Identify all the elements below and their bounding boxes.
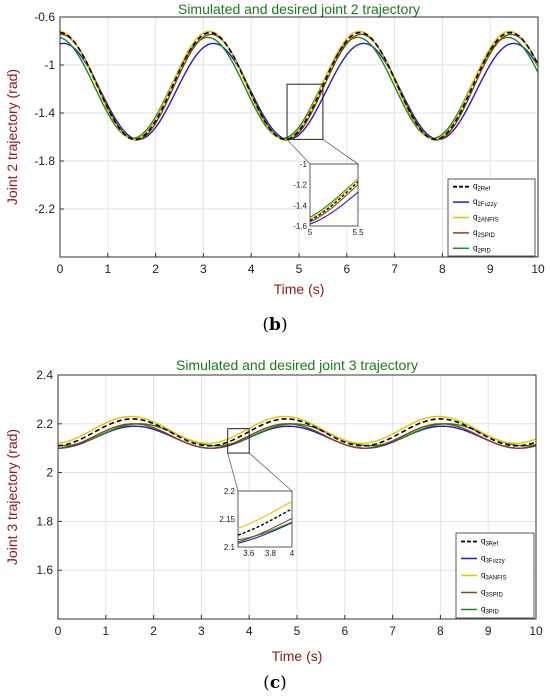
x-tick-label: 6	[343, 262, 350, 276]
zoom-box	[227, 428, 250, 454]
y-tick-label: 2.2	[36, 417, 53, 431]
y-tick-label: -2.2	[34, 202, 55, 216]
x-tick-label: 3	[200, 262, 207, 276]
inset-series-line-q2Fuzzy	[310, 191, 358, 225]
zoom-box	[286, 83, 324, 140]
series-group	[60, 30, 538, 141]
joint3-chart-panel: Simulated and desired joint 3 trajectory…	[0, 350, 550, 700]
inset-x-tick-label: 3.8	[265, 549, 277, 558]
inset-series-line-q3Fuzzy	[238, 522, 292, 544]
legend-label-q3ANFIS: q3ANFIS	[481, 571, 506, 582]
legend: q2Ref q2Fuzzy q2ANFIS q2SPID q2PID	[447, 178, 536, 257]
inset-y-tick-label: -1.2	[293, 181, 307, 190]
x-tick-label: 4	[246, 624, 253, 638]
inset-series-group	[238, 500, 292, 544]
x-tick-label: 2	[150, 624, 157, 638]
x-tick-label: 8	[439, 262, 446, 276]
series-line-q3SPID	[58, 423, 536, 449]
figure-caption: (c)	[263, 673, 287, 693]
x-tick-label: 10	[531, 262, 545, 276]
x-tick-label: 0	[55, 624, 62, 638]
legend-label-q3PID: q3PID	[481, 605, 499, 616]
inset-series-line-q3SPID	[238, 517, 292, 543]
legend-label-q2PID: q2PID	[473, 243, 491, 254]
legend-label-q2Fuzzy: q2Fuzzy	[473, 197, 497, 208]
figure-caption: (b)	[262, 315, 287, 335]
inset-series-line-q2PID	[310, 178, 358, 218]
x-tick-label: 6	[341, 624, 348, 638]
series-line-q2PID	[60, 36, 538, 139]
inset-y-tick-label: 2.15	[219, 515, 235, 524]
series-line-q3Fuzzy	[58, 425, 536, 449]
x-tick-label: 2	[152, 262, 159, 276]
inset-y-tick-label: -1.6	[293, 222, 307, 231]
legend-label-q3Ref: q3Ref	[481, 537, 498, 548]
inset-frame	[309, 163, 359, 227]
x-tick-label: 9	[485, 624, 492, 638]
joint3-chart: Simulated and desired joint 3 trajectory…	[4, 357, 543, 693]
y-tick-label: -1.4	[34, 106, 55, 120]
x-tick-label: 9	[487, 262, 494, 276]
inset-y-tick-label: 2.1	[224, 543, 236, 552]
x-tick-label: 7	[391, 262, 398, 276]
inset-series-line-q2Ref	[310, 181, 358, 222]
x-tick-label: 0	[57, 262, 64, 276]
zoom-connector	[248, 452, 293, 492]
inset-y-tick-label: -1.4	[293, 201, 307, 210]
zoom-connector	[286, 139, 311, 165]
inset-x-tick-label: 5	[308, 228, 313, 237]
series-group	[58, 415, 536, 449]
series-line-q3ANFIS	[58, 415, 536, 445]
x-tick-label: 1	[104, 262, 111, 276]
y-tick-label: 1.6	[36, 563, 53, 577]
caption-letter: c	[270, 673, 280, 693]
series-line-q2SPID	[60, 33, 538, 141]
inset-x-tick-label: 3.6	[243, 549, 255, 558]
caption-letter: b	[269, 315, 281, 335]
inset-series-line-q3PID	[238, 521, 292, 541]
inset-series-line-q2SPID	[310, 184, 358, 223]
y-tick-label: 2	[46, 466, 53, 480]
x-tick-label: 7	[389, 624, 396, 638]
legend-label-q3Fuzzy: q3Fuzzy	[481, 554, 505, 565]
y-tick-label: -1	[44, 58, 55, 72]
y-tick-label: -0.6	[34, 10, 55, 24]
zoom-connector	[227, 452, 239, 492]
inset-y-tick-label: -1	[300, 160, 308, 169]
y-tick-label: 1.8	[36, 514, 53, 528]
legend-label-q3SPID: q3SPID	[481, 588, 503, 599]
x-axis-label: Time (s)	[272, 648, 323, 664]
x-tick-label: 3	[198, 624, 205, 638]
series-line-q3Ref	[58, 418, 536, 447]
inset-x-tick-label: 4	[290, 549, 295, 558]
joint2-chart-panel: Simulated and desired joint 2 trajectory…	[0, 0, 550, 345]
inset-series-line-q3ANFIS	[238, 500, 292, 529]
chart-title: Simulated and desired joint 2 trajectory	[178, 1, 420, 17]
chart-title: Simulated and desired joint 3 trajectory	[176, 357, 418, 373]
legend-label-q2SPID: q2SPID	[473, 228, 495, 239]
legend: q3Ref q3Fuzzy q3ANFIS q3SPID q3PID	[455, 532, 535, 619]
joint2-chart: Simulated and desired joint 2 trajectory…	[4, 1, 545, 335]
inset-y-tick-label: 2.2	[224, 487, 236, 496]
legend-label-q2Ref: q2Ref	[473, 182, 490, 193]
y-axis-label: Joint 2 trajectory (rad)	[4, 69, 20, 205]
x-tick-label: 1	[102, 624, 109, 638]
y-tick-label: 2.4	[36, 368, 53, 382]
inset-series-group	[310, 178, 358, 225]
inset-series-line-q2ANFIS	[310, 178, 358, 220]
x-tick-label: 10	[529, 624, 543, 638]
legend-label-q2ANFIS: q2ANFIS	[473, 213, 498, 224]
zoom-connector	[322, 139, 359, 165]
series-line-q2Ref	[60, 31, 538, 141]
x-tick-label: 8	[437, 624, 444, 638]
x-tick-label: 5	[294, 624, 301, 638]
x-axis-label: Time (s)	[274, 281, 325, 297]
y-tick-label: -1.8	[34, 154, 55, 168]
y-axis-label: Joint 3 trajectory (rad)	[4, 429, 20, 565]
x-tick-label: 4	[248, 262, 255, 276]
inset-x-tick-label: 5.5	[352, 228, 364, 237]
x-tick-label: 5	[296, 262, 303, 276]
